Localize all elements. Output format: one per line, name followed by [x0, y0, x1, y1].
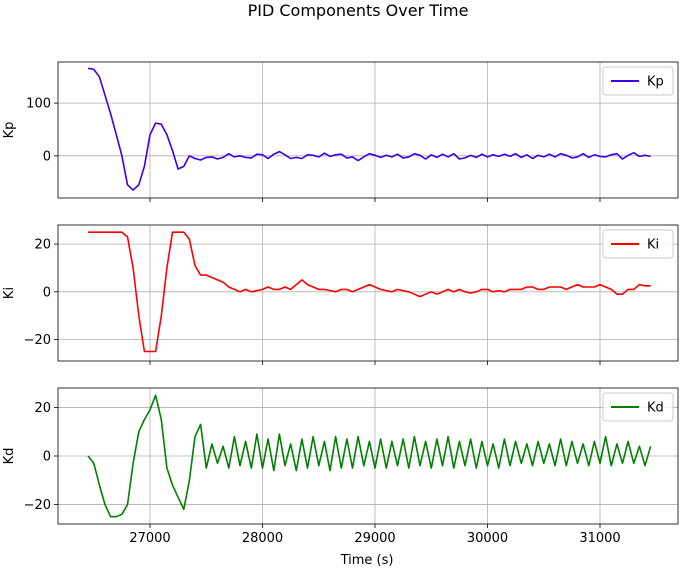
legend-label: Kp	[647, 75, 664, 90]
x-tick-label: 28000	[242, 531, 283, 546]
y-tick-label: −20	[24, 498, 51, 513]
series-line-ki	[88, 231, 651, 353]
y-tick-label: 0	[43, 450, 51, 465]
legend: Kp	[602, 66, 674, 96]
x-axis-label: Time (s)	[340, 553, 394, 568]
subplot-kd: 27000 28000 29000 30000 31000 −20 0 20 Kd Kd	[2, 387, 679, 546]
subplots-container: 0 100 Kp Kp −20 0 20 Ki Ki 27000 28000 29000 30000 31…	[2, 61, 679, 546]
legend-label: Ki	[647, 238, 659, 253]
axes-frame	[57, 61, 679, 199]
y-tick-label: 100	[26, 97, 51, 112]
y-tick-label: 0	[43, 149, 51, 164]
subplot-kp: 0 100 Kp Kp	[2, 61, 679, 202]
axes-frame	[57, 224, 679, 362]
legend: Kd	[602, 392, 674, 422]
x-tick-label: 29000	[354, 531, 395, 546]
subplot-ki: −20 0 20 Ki Ki	[2, 224, 679, 365]
figure-title: PID Components Over Time	[248, 1, 469, 20]
x-tick-label: 30000	[467, 531, 508, 546]
y-axis-label: Kd	[2, 448, 17, 465]
y-tick-label: 20	[34, 238, 51, 253]
y-tick-label: 20	[34, 401, 51, 416]
y-tick-label: −20	[24, 333, 51, 348]
series-line-kd	[87, 394, 652, 518]
y-axis-label: Kp	[2, 122, 17, 139]
legend: Ki	[602, 229, 674, 259]
legend-label: Kd	[647, 401, 664, 416]
y-axis-label: Ki	[2, 287, 17, 299]
y-tick-label: 0	[43, 285, 51, 300]
series-line-kp	[87, 67, 651, 191]
x-tick-label: 27000	[129, 531, 170, 546]
x-tick-label: 31000	[579, 531, 620, 546]
